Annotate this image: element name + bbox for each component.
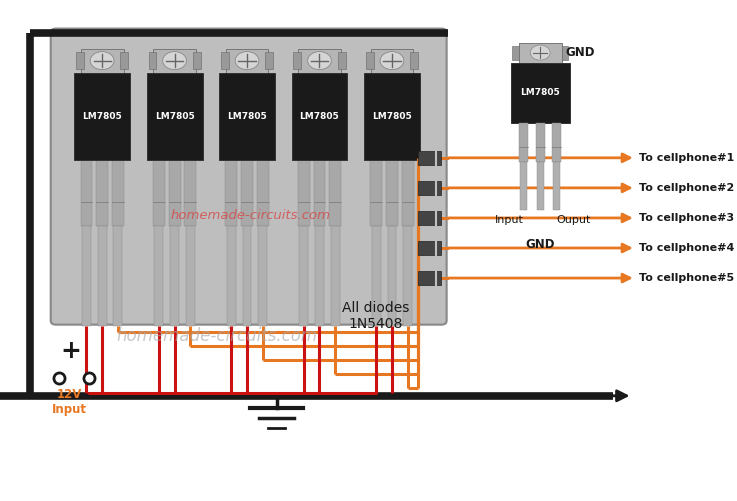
Bar [113, 226, 122, 326]
Bar [112, 160, 124, 226]
Bar [299, 226, 308, 326]
Text: To cellphone#3: To cellphone#3 [639, 213, 734, 223]
Circle shape [235, 52, 259, 70]
Text: To cellphone#5: To cellphone#5 [639, 273, 734, 283]
Bar [419, 181, 441, 195]
Bar [315, 226, 324, 326]
Bar [192, 52, 200, 69]
Bar [227, 226, 236, 326]
Bar [519, 43, 562, 63]
Bar [80, 160, 92, 226]
Bar [256, 160, 269, 226]
Circle shape [90, 52, 114, 70]
Bar [153, 49, 196, 73]
Bar [372, 226, 381, 326]
Text: To cellphone#1: To cellphone#1 [639, 153, 734, 163]
Text: LM7805: LM7805 [83, 112, 122, 121]
Bar [552, 123, 562, 162]
Bar [512, 46, 519, 60]
Text: GND: GND [525, 238, 555, 251]
Bar [226, 160, 237, 226]
Text: To cellphone#2: To cellphone#2 [639, 183, 734, 193]
Bar [221, 52, 229, 69]
Text: Input: Input [495, 215, 523, 225]
Bar [98, 226, 107, 326]
Bar [562, 46, 568, 60]
Text: +: + [60, 339, 82, 363]
Bar [371, 49, 413, 73]
Bar [265, 52, 273, 69]
Bar [338, 52, 346, 69]
Bar [419, 211, 441, 225]
Text: To cellphone#4: To cellphone#4 [639, 243, 734, 253]
Bar [241, 160, 253, 226]
Bar [293, 52, 301, 69]
Bar [402, 160, 413, 226]
Text: LM7805: LM7805 [155, 112, 195, 121]
Bar [74, 73, 130, 160]
Bar [386, 160, 398, 226]
Bar [169, 160, 181, 226]
Bar [226, 49, 268, 73]
Circle shape [380, 52, 404, 70]
FancyBboxPatch shape [51, 29, 447, 325]
Bar [536, 123, 545, 162]
Circle shape [531, 45, 550, 60]
Bar [292, 73, 348, 160]
Text: homemade-circuits.com: homemade-circuits.com [117, 327, 318, 345]
Bar [419, 241, 441, 255]
Bar [364, 73, 420, 160]
Bar [519, 123, 528, 162]
Bar [242, 226, 251, 326]
Text: All diodes
1N5408: All diodes 1N5408 [342, 301, 409, 331]
Bar [366, 52, 374, 69]
Bar [149, 52, 156, 69]
Text: Ouput: Ouput [556, 215, 591, 225]
Bar [76, 52, 84, 69]
Bar [553, 162, 560, 210]
Bar [331, 226, 340, 326]
Circle shape [163, 52, 186, 70]
Bar [186, 226, 195, 326]
Bar [120, 52, 128, 69]
Bar [298, 160, 310, 226]
Bar [155, 226, 164, 326]
Bar [329, 160, 341, 226]
Text: homemade-circuits.com: homemade-circuits.com [170, 209, 330, 222]
Bar [403, 226, 412, 326]
Bar [170, 226, 179, 326]
Bar [313, 160, 326, 226]
Bar [388, 226, 397, 326]
Bar [371, 160, 383, 226]
Bar [298, 49, 341, 73]
Bar [258, 226, 267, 326]
Text: LM7805: LM7805 [300, 112, 339, 121]
Bar [153, 160, 165, 226]
Bar [80, 49, 124, 73]
Bar [419, 271, 441, 285]
Text: LM7805: LM7805 [227, 112, 267, 121]
Bar [219, 73, 275, 160]
Bar [97, 160, 108, 226]
Bar [537, 162, 544, 210]
Text: 12V
Input: 12V Input [52, 388, 87, 416]
Bar [184, 160, 196, 226]
Bar [82, 226, 91, 326]
Text: GND: GND [565, 46, 594, 59]
Text: LM7805: LM7805 [372, 112, 412, 121]
Text: LM7805: LM7805 [520, 88, 560, 97]
Bar [520, 162, 527, 210]
Bar [511, 63, 570, 123]
Bar [419, 151, 441, 165]
Bar [147, 73, 203, 160]
Circle shape [307, 52, 332, 70]
Bar [410, 52, 418, 69]
